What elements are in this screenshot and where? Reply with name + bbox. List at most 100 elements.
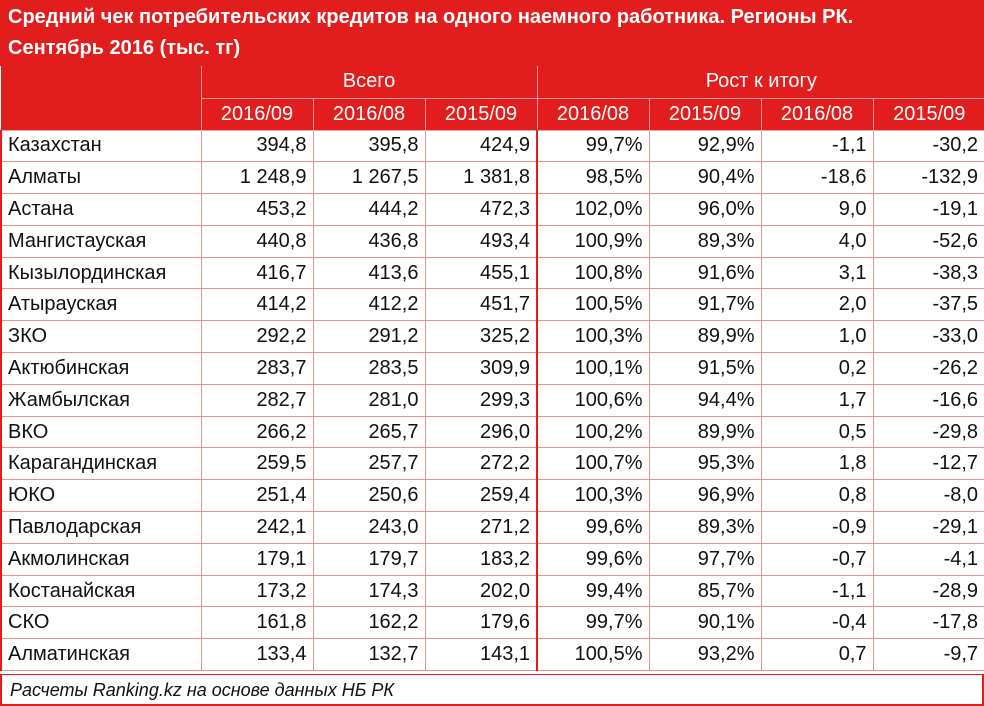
region-cell: Жамбылская <box>0 384 201 417</box>
column-header: 2015/09 <box>424 98 538 131</box>
group-header-growth: Рост к итогу <box>536 66 984 99</box>
value-cell: 3,1 <box>760 257 874 290</box>
region-cell: Кызылординская <box>0 257 201 290</box>
value-cell: 272,2 <box>424 447 538 481</box>
region-cell: Алматы <box>0 161 201 195</box>
sub-header-row: 2016/09 2016/08 2015/09 2016/08 2015/09 2016/… <box>1 98 984 131</box>
value-cell: 299,3 <box>424 384 538 417</box>
region-cell: ВКО <box>0 416 201 449</box>
value-cell: 91,6% <box>648 257 762 290</box>
value-cell: 414,2 <box>200 288 313 322</box>
value-cell: 99,6% <box>536 543 650 576</box>
table-row: Казахстан 394,8 395,8 424,9 99,7% 92,9% -1,1 -3… <box>0 130 984 163</box>
value-cell: 412,2 <box>312 288 425 322</box>
value-cell: 100,6% <box>536 384 650 417</box>
region-cell: Мангистауская <box>0 225 201 258</box>
value-cell: 243,0 <box>312 511 425 544</box>
table-row: Алматы 1 248,9 1 267,5 1 381,8 98,5% 90,4% -18… <box>0 161 984 195</box>
title-line-2: Сентябрь 2016 (тыс. тг) <box>8 37 241 59</box>
value-cell: 266,2 <box>200 416 313 449</box>
value-cell: 250,6 <box>312 479 425 513</box>
value-cell: 0,7 <box>760 638 874 672</box>
value-cell: 91,7% <box>648 288 762 322</box>
region-header-cell <box>1 66 201 131</box>
value-cell: -132,9 <box>872 161 984 195</box>
table-row: Костанайская 173,2 174,3 202,0 99,4% 85,7% -1,… <box>0 575 984 608</box>
value-cell: 99,6% <box>536 511 650 544</box>
value-cell: 174,3 <box>312 575 425 608</box>
value-cell: 283,5 <box>312 352 425 385</box>
value-cell: 179,1 <box>200 543 313 576</box>
value-cell: -52,6 <box>872 225 984 258</box>
value-cell: 202,0 <box>424 575 538 608</box>
value-cell: 493,4 <box>424 225 538 258</box>
value-cell: -33,0 <box>872 320 984 354</box>
region-cell: Акмолинская <box>0 543 201 576</box>
value-cell: -12,7 <box>872 447 984 481</box>
group-header-total: Всего <box>200 66 538 99</box>
value-cell: 282,7 <box>200 384 313 417</box>
value-cell: 291,2 <box>312 320 425 354</box>
value-cell: 89,9% <box>648 320 762 354</box>
value-cell: 453,2 <box>200 193 313 226</box>
value-cell: 413,6 <box>312 257 425 290</box>
value-cell: 132,7 <box>312 638 425 672</box>
value-cell: -19,1 <box>872 193 984 226</box>
value-cell: 96,9% <box>648 479 762 513</box>
value-cell: 444,2 <box>312 193 425 226</box>
value-cell: -1,1 <box>760 575 874 608</box>
value-cell: 242,1 <box>200 511 313 544</box>
value-cell: 97,7% <box>648 543 762 576</box>
value-cell: 179,7 <box>312 543 425 576</box>
value-cell: 102,0% <box>536 193 650 226</box>
value-cell: 1 267,5 <box>312 161 425 195</box>
value-cell: 2,0 <box>760 288 874 322</box>
title-bar: Средний чек потребительских кредитов на … <box>0 0 984 66</box>
value-cell: 1,8 <box>760 447 874 481</box>
table-row: Карагандинская 259,5 257,7 272,2 100,7% 95,3%… <box>0 447 984 481</box>
region-cell: ЮКО <box>0 479 201 513</box>
value-cell: -4,1 <box>872 543 984 576</box>
value-cell: 1,0 <box>760 320 874 354</box>
value-cell: 89,3% <box>648 225 762 258</box>
region-cell: Костанайская <box>0 575 201 608</box>
value-cell: 161,8 <box>200 606 313 640</box>
value-cell: 309,9 <box>424 352 538 385</box>
value-cell: 424,9 <box>424 130 538 163</box>
value-cell: -0,7 <box>760 543 874 576</box>
value-cell: 95,3% <box>648 447 762 481</box>
value-cell: 173,2 <box>200 575 313 608</box>
value-cell: 271,2 <box>424 511 538 544</box>
column-header: 2015/09 <box>872 98 984 131</box>
value-cell: 100,2% <box>536 416 650 449</box>
value-cell: 0,8 <box>760 479 874 513</box>
value-cell: 143,1 <box>424 638 538 672</box>
value-cell: 0,5 <box>760 416 874 449</box>
value-cell: 100,3% <box>536 320 650 354</box>
value-cell: 455,1 <box>424 257 538 290</box>
table-row: Актюбинская 283,7 283,5 309,9 100,1% 91,5% 0,2… <box>0 352 984 385</box>
region-cell: Казахстан <box>0 130 201 163</box>
column-header: 2016/08 <box>760 98 874 131</box>
value-cell: 265,7 <box>312 416 425 449</box>
table-row: Жамбылская 282,7 281,0 299,3 100,6% 94,4% 1,7-… <box>0 384 984 417</box>
table-row: Астана 453,2 444,2 472,3 102,0% 96,0% 9,0 -19,1 <box>0 193 984 226</box>
value-cell: 89,3% <box>648 511 762 544</box>
table-row: Мангистауская 440,8 436,8 493,4 100,9% 89,3% 4… <box>0 225 984 258</box>
value-cell: 91,5% <box>648 352 762 385</box>
value-cell: -9,7 <box>872 638 984 672</box>
value-cell: -38,3 <box>872 257 984 290</box>
table-row: ЗКО 292,2 291,2 325,2 100,3% 89,9% 1,0 -33,0 <box>0 320 984 354</box>
value-cell: -16,6 <box>872 384 984 417</box>
table-row: Павлодарская 242,1 243,0 271,2 99,6% 89,3% -0,… <box>0 511 984 544</box>
value-cell: 0,2 <box>760 352 874 385</box>
region-cell: Актюбинская <box>0 352 201 385</box>
value-cell: 99,7% <box>536 606 650 640</box>
value-cell: 1 381,8 <box>424 161 538 195</box>
table-row: ВКО 266,2 265,7 296,0 100,2% 89,9% 0,5 -29,8 <box>0 416 984 449</box>
value-cell: 4,0 <box>760 225 874 258</box>
value-cell: 257,7 <box>312 447 425 481</box>
value-cell: 292,2 <box>200 320 313 354</box>
value-cell: 162,2 <box>312 606 425 640</box>
value-cell: -37,5 <box>872 288 984 322</box>
